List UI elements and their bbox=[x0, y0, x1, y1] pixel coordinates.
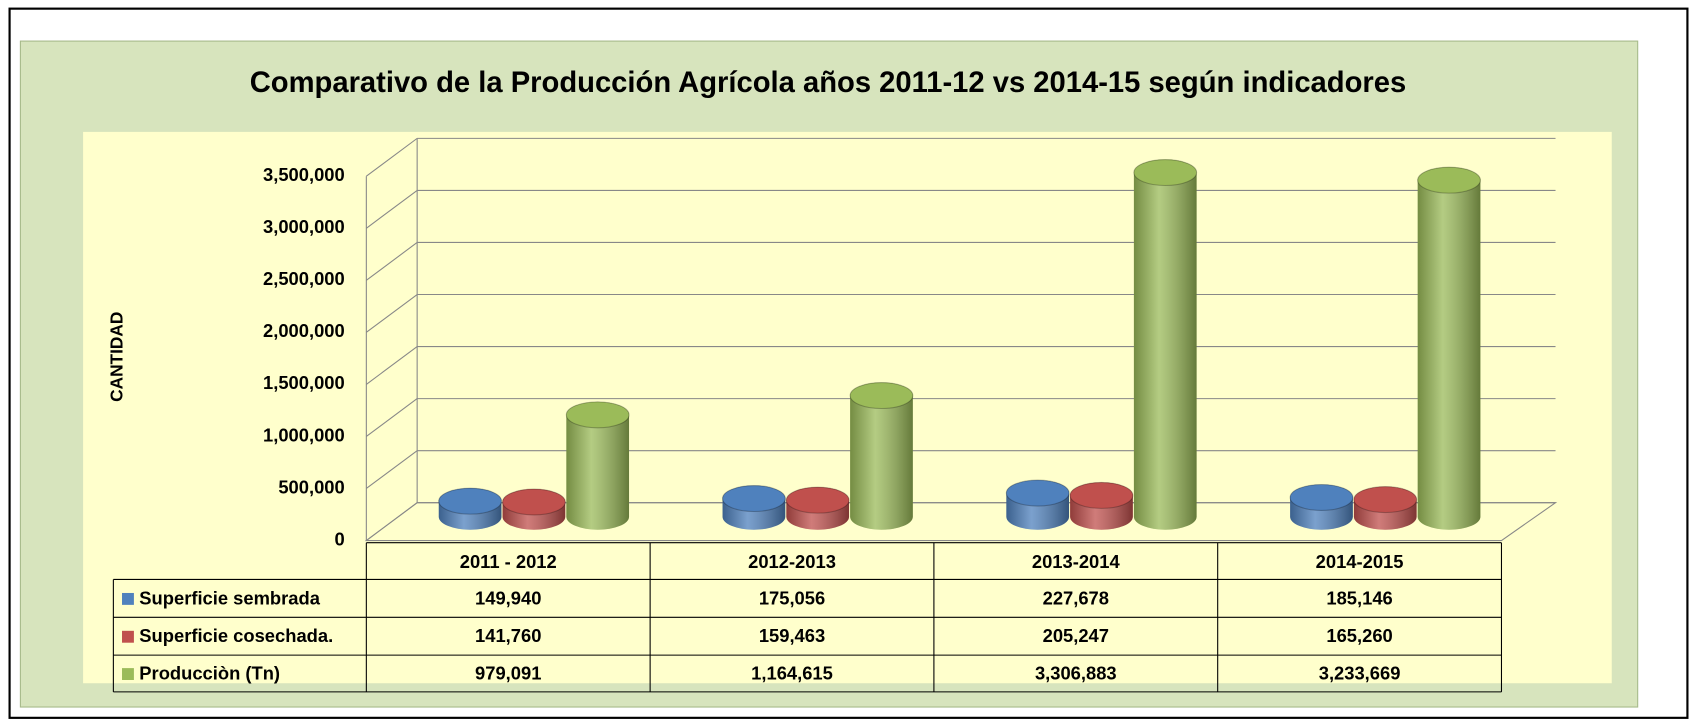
x-tick-label: 2014-2015 bbox=[1316, 551, 1404, 572]
grid-line-side bbox=[366, 137, 418, 177]
y-axis-title: CANTIDAD bbox=[106, 312, 126, 402]
table-value: 3,233,669 bbox=[1319, 662, 1401, 683]
table-value: 227,678 bbox=[1043, 587, 1109, 608]
table-value: 205,247 bbox=[1043, 625, 1109, 646]
cylinder-shade bbox=[1417, 167, 1481, 530]
grid-line-side bbox=[366, 294, 418, 333]
legend-label: Producciòn (Tn) bbox=[139, 662, 280, 683]
cylinder-top bbox=[1353, 486, 1418, 514]
legend-swatch bbox=[122, 592, 134, 605]
legend-label: Superficie cosechada. bbox=[139, 625, 333, 646]
y-tick-label: 2,500,000 bbox=[263, 268, 345, 289]
y-tick-label: 2,000,000 bbox=[263, 320, 345, 341]
table-value: 3,306,883 bbox=[1035, 662, 1117, 683]
y-tick-label: 3,500,000 bbox=[263, 164, 345, 185]
cylinder-top bbox=[1289, 483, 1354, 511]
y-tick-label: 500,000 bbox=[278, 476, 344, 497]
table-value: 1,164,615 bbox=[751, 662, 833, 683]
cylinder-top bbox=[722, 485, 786, 513]
cylinder-top bbox=[849, 382, 914, 410]
y-tick-label: 1,000,000 bbox=[263, 424, 345, 445]
legend-swatch bbox=[122, 630, 134, 643]
table-value: 165,260 bbox=[1326, 625, 1392, 646]
grid-line-side bbox=[366, 398, 418, 437]
cylinder-top bbox=[565, 401, 630, 429]
legend-label: Superficie sembrada bbox=[139, 587, 320, 608]
grid-line-side bbox=[366, 189, 418, 229]
y-tick-label: 3,000,000 bbox=[263, 216, 345, 237]
cylinder-top bbox=[1069, 481, 1134, 509]
table-value: 141,760 bbox=[475, 625, 541, 646]
cylinder-shade bbox=[1133, 159, 1197, 530]
cylinder-shade bbox=[850, 382, 913, 530]
y-tick-label: 0 bbox=[334, 528, 344, 549]
plot-area bbox=[83, 131, 1612, 684]
cylinder-top bbox=[1417, 166, 1481, 194]
cylinder-top bbox=[1005, 479, 1070, 507]
table-value: 979,091 bbox=[475, 662, 541, 683]
y-tick-label: 1,500,000 bbox=[263, 372, 345, 393]
cylinder-top bbox=[438, 487, 503, 515]
table-value: 175,056 bbox=[759, 587, 825, 608]
grid-line-side bbox=[366, 450, 418, 489]
cylinder-top bbox=[785, 486, 850, 514]
grid-line-side bbox=[366, 346, 418, 385]
x-tick-label: 2013-2014 bbox=[1032, 551, 1121, 572]
cylinder-top bbox=[1133, 159, 1198, 187]
chart-title: Comparativo de la Producción Agrícola añ… bbox=[250, 67, 1407, 99]
table-value: 185,146 bbox=[1326, 587, 1392, 608]
x-tick-label: 2012-2013 bbox=[748, 551, 836, 572]
table-value: 159,463 bbox=[759, 625, 825, 646]
cylinder-shade bbox=[566, 401, 630, 530]
grid-line-side bbox=[366, 242, 418, 281]
cylinder-top bbox=[502, 488, 566, 516]
x-tick-label: 2011 - 2012 bbox=[460, 551, 557, 572]
table-value: 149,940 bbox=[475, 587, 541, 608]
grid-line-side bbox=[366, 502, 418, 541]
legend-swatch bbox=[122, 668, 134, 680]
